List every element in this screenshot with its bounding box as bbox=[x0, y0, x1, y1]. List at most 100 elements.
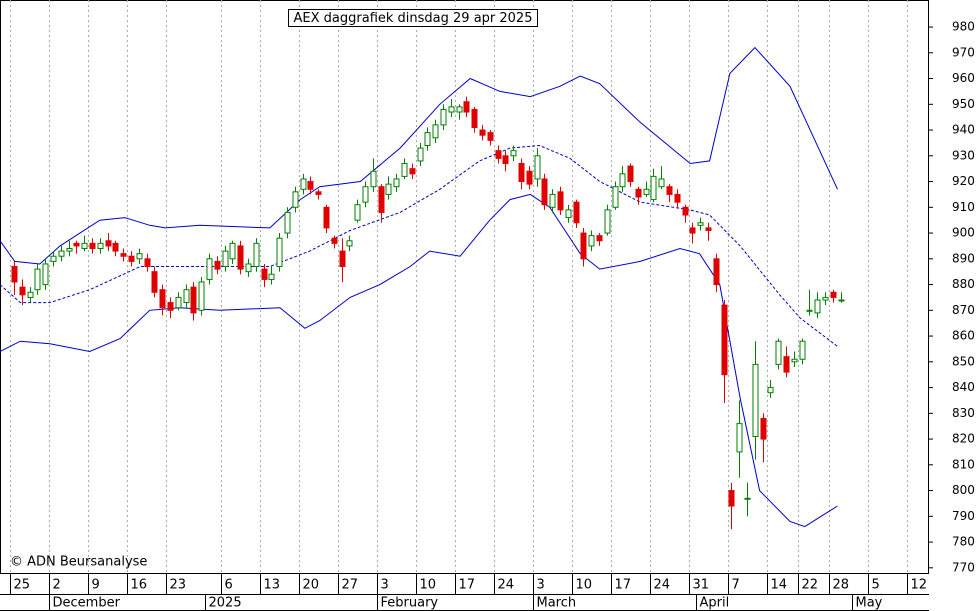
candle-body bbox=[401, 163, 408, 177]
y-tick-label: 960 bbox=[952, 71, 975, 85]
x-tick-label: 9 bbox=[92, 578, 100, 593]
candle-body bbox=[822, 296, 829, 301]
candle-body bbox=[479, 129, 486, 136]
candle-body bbox=[159, 289, 166, 309]
x-tick-label: 2 bbox=[53, 578, 61, 593]
candle-body bbox=[128, 255, 135, 262]
x-tick-label: 28 bbox=[833, 578, 850, 593]
candle-body bbox=[97, 242, 104, 250]
candle-body bbox=[448, 106, 455, 113]
candle-body bbox=[339, 250, 346, 268]
x-tick-label: 17 bbox=[459, 578, 476, 593]
x-tick-label: 14 bbox=[771, 578, 788, 593]
candle-body bbox=[276, 237, 283, 268]
candle-body bbox=[198, 281, 205, 311]
candles bbox=[11, 96, 845, 530]
candle-body bbox=[190, 286, 197, 314]
candle-body bbox=[604, 209, 611, 234]
candle-body bbox=[19, 286, 26, 296]
candle-body bbox=[370, 170, 377, 188]
plot-frame bbox=[0, 0, 929, 574]
candle-body bbox=[385, 183, 392, 195]
candle-body bbox=[362, 186, 369, 203]
axes: 770 780 790 800 810 820 830 840 850 860 870 880 890 9… bbox=[10, 20, 975, 611]
candle-body bbox=[635, 188, 642, 198]
x-tick-label: 24 bbox=[654, 578, 671, 593]
candle-body bbox=[666, 186, 673, 195]
candle-body bbox=[112, 242, 119, 252]
y-tick-label: 950 bbox=[952, 97, 975, 111]
candle-body bbox=[66, 248, 73, 252]
candle-body bbox=[144, 258, 151, 268]
candle-body bbox=[806, 309, 813, 312]
bands bbox=[0, 46, 838, 528]
candle-body bbox=[34, 268, 41, 291]
candle-body bbox=[424, 132, 431, 146]
candle-body bbox=[120, 253, 127, 257]
x-tick-label: 6 bbox=[225, 578, 233, 593]
candle-body bbox=[573, 201, 580, 224]
month-label: February bbox=[381, 596, 439, 611]
candle-body bbox=[674, 193, 681, 203]
candle-body bbox=[565, 209, 572, 219]
y-tick-label: 850 bbox=[952, 354, 975, 368]
candle-body bbox=[136, 253, 143, 260]
band-line bbox=[0, 46, 838, 265]
candle-body bbox=[245, 263, 252, 273]
y-tick-label: 770 bbox=[952, 560, 975, 574]
candle-body bbox=[627, 165, 634, 183]
x-tick-label: 27 bbox=[342, 578, 359, 593]
candle-body bbox=[261, 268, 268, 280]
chart-title: AEX daggrafiek dinsdag 29 apr 2025 bbox=[294, 11, 533, 26]
x-tick-label: 31 bbox=[693, 578, 710, 593]
y-tick-label: 910 bbox=[952, 200, 975, 214]
y-tick-label: 810 bbox=[952, 457, 975, 471]
x-tick-label: 17 bbox=[615, 578, 632, 593]
candle-body bbox=[588, 235, 595, 247]
y-tick-label: 780 bbox=[952, 535, 975, 549]
candle-body bbox=[697, 222, 704, 226]
candle-body bbox=[323, 206, 330, 229]
x-tick-label: 23 bbox=[170, 578, 187, 593]
candle-body bbox=[775, 340, 782, 365]
candle-body bbox=[456, 106, 463, 113]
candle-body bbox=[268, 273, 275, 280]
candle-body bbox=[518, 163, 525, 183]
candle-body bbox=[50, 255, 57, 262]
x-tick-label: 10 bbox=[576, 578, 593, 593]
candle-body bbox=[783, 356, 790, 373]
candle-body bbox=[682, 206, 689, 216]
candle-body bbox=[42, 263, 49, 286]
y-tick-label: 920 bbox=[952, 174, 975, 188]
grid bbox=[10, 0, 908, 574]
band-line bbox=[0, 144, 838, 347]
candle-body bbox=[799, 340, 806, 360]
candle-body bbox=[175, 296, 182, 309]
y-tick-label: 930 bbox=[952, 148, 975, 162]
candle-body bbox=[432, 124, 439, 139]
candle-body bbox=[183, 289, 190, 304]
candle-body bbox=[315, 191, 322, 195]
candle-body bbox=[650, 175, 657, 201]
y-tick-label: 870 bbox=[952, 303, 975, 317]
month-label: March bbox=[537, 596, 577, 611]
month-label: May bbox=[856, 596, 883, 611]
candle-body bbox=[58, 250, 65, 257]
candle-body bbox=[409, 168, 416, 175]
candle-body bbox=[487, 132, 494, 141]
candle-body bbox=[81, 242, 88, 250]
x-tick-label: 5 bbox=[872, 578, 880, 593]
candle-body bbox=[612, 186, 619, 208]
candle-body bbox=[463, 101, 470, 113]
y-tick-label: 860 bbox=[952, 329, 975, 343]
candle-body bbox=[300, 178, 307, 190]
candle-body bbox=[510, 150, 517, 157]
candle-body bbox=[495, 150, 502, 159]
candle-body bbox=[713, 258, 720, 286]
x-tick-label: 3 bbox=[381, 578, 389, 593]
candle-body bbox=[284, 211, 291, 234]
y-tick-label: 790 bbox=[952, 509, 975, 523]
x-tick-label: 25 bbox=[14, 578, 31, 593]
candle-body bbox=[346, 240, 353, 247]
candle-body bbox=[253, 242, 260, 268]
